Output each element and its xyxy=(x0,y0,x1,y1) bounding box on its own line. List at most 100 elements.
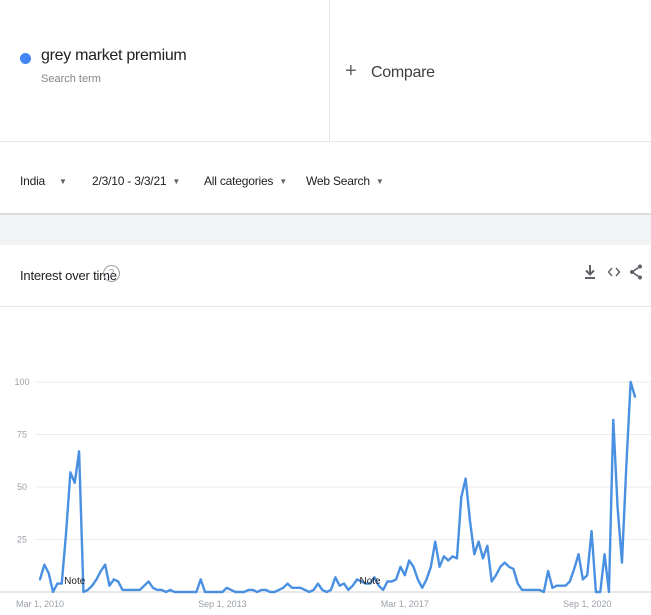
data-point[interactable] xyxy=(308,590,311,593)
data-point[interactable] xyxy=(95,578,98,581)
data-point[interactable] xyxy=(138,588,141,591)
data-point[interactable] xyxy=(47,572,50,575)
data-point[interactable] xyxy=(234,590,237,593)
data-point[interactable] xyxy=(108,584,111,587)
data-point[interactable] xyxy=(568,580,571,583)
data-point[interactable] xyxy=(38,578,41,581)
data-point[interactable] xyxy=(447,559,450,562)
category-dropdown[interactable]: All categories ▼ xyxy=(204,174,287,188)
data-point[interactable] xyxy=(299,586,302,589)
data-point[interactable] xyxy=(399,565,402,568)
data-point[interactable] xyxy=(117,580,120,583)
data-point[interactable] xyxy=(429,565,432,568)
data-point[interactable] xyxy=(390,580,393,583)
data-point[interactable] xyxy=(560,584,563,587)
data-point[interactable] xyxy=(507,565,510,568)
data-point[interactable] xyxy=(529,588,532,591)
data-point[interactable] xyxy=(408,559,411,562)
data-point[interactable] xyxy=(342,582,345,585)
data-point[interactable] xyxy=(486,544,489,547)
data-point[interactable] xyxy=(208,590,211,593)
data-point[interactable] xyxy=(490,580,493,583)
data-point[interactable] xyxy=(551,586,554,589)
embed-icon[interactable] xyxy=(607,264,621,280)
data-point[interactable] xyxy=(477,540,480,543)
data-point[interactable] xyxy=(555,584,558,587)
data-point[interactable] xyxy=(186,590,189,593)
data-point[interactable] xyxy=(334,576,337,579)
data-point[interactable] xyxy=(260,588,263,591)
data-point[interactable] xyxy=(382,588,385,591)
search-term-card[interactable]: grey market premium Search term xyxy=(0,0,330,142)
data-point[interactable] xyxy=(434,540,437,543)
data-point[interactable] xyxy=(269,590,272,593)
data-point[interactable] xyxy=(303,588,306,591)
data-point[interactable] xyxy=(581,578,584,581)
search-term-name[interactable]: grey market premium xyxy=(41,47,187,64)
data-point[interactable] xyxy=(125,588,128,591)
data-point[interactable] xyxy=(547,569,550,572)
data-point[interactable] xyxy=(442,555,445,558)
note-annotation[interactable]: Note xyxy=(360,576,382,587)
data-point[interactable] xyxy=(464,477,467,480)
data-point[interactable] xyxy=(212,590,215,593)
data-point[interactable] xyxy=(586,574,589,577)
date-range-dropdown[interactable]: 2/3/10 - 3/3/21 ▼ xyxy=(92,174,180,188)
data-point[interactable] xyxy=(403,574,406,577)
data-point[interactable] xyxy=(182,590,185,593)
data-point[interactable] xyxy=(229,588,232,591)
data-point[interactable] xyxy=(321,588,324,591)
data-point[interactable] xyxy=(338,584,341,587)
download-icon[interactable] xyxy=(583,264,597,280)
note-annotation[interactable]: Note xyxy=(64,576,86,587)
data-point[interactable] xyxy=(312,588,315,591)
data-point[interactable] xyxy=(60,582,63,585)
data-point[interactable] xyxy=(329,588,332,591)
data-point[interactable] xyxy=(69,471,72,474)
data-point[interactable] xyxy=(316,582,319,585)
data-point[interactable] xyxy=(221,590,224,593)
data-point[interactable] xyxy=(525,588,528,591)
data-point[interactable] xyxy=(177,590,180,593)
data-point[interactable] xyxy=(195,590,198,593)
data-point[interactable] xyxy=(156,588,159,591)
data-point[interactable] xyxy=(51,590,54,593)
data-point[interactable] xyxy=(91,584,94,587)
data-point[interactable] xyxy=(412,565,415,568)
data-point[interactable] xyxy=(77,450,80,453)
data-point[interactable] xyxy=(425,578,428,581)
data-point[interactable] xyxy=(43,563,46,566)
data-point[interactable] xyxy=(238,590,241,593)
data-point[interactable] xyxy=(520,588,523,591)
data-point[interactable] xyxy=(607,590,610,593)
data-point[interactable] xyxy=(395,578,398,581)
data-point[interactable] xyxy=(616,506,619,509)
data-point[interactable] xyxy=(481,557,484,560)
data-point[interactable] xyxy=(277,588,280,591)
data-point[interactable] xyxy=(82,590,85,593)
data-point[interactable] xyxy=(512,567,515,570)
data-point[interactable] xyxy=(594,590,597,593)
data-point[interactable] xyxy=(590,530,593,533)
data-point[interactable] xyxy=(355,578,358,581)
data-point[interactable] xyxy=(451,555,454,558)
data-point[interactable] xyxy=(243,590,246,593)
data-point[interactable] xyxy=(325,590,328,593)
data-point[interactable] xyxy=(169,588,172,591)
data-point[interactable] xyxy=(564,584,567,587)
data-point[interactable] xyxy=(351,584,354,587)
compare-button[interactable]: + Compare xyxy=(331,0,651,142)
data-point[interactable] xyxy=(460,496,463,499)
data-point[interactable] xyxy=(503,561,506,564)
data-point[interactable] xyxy=(612,418,615,421)
data-point[interactable] xyxy=(468,519,471,522)
data-point[interactable] xyxy=(282,586,285,589)
data-point[interactable] xyxy=(620,561,623,564)
data-point[interactable] xyxy=(147,580,150,583)
data-point[interactable] xyxy=(86,588,89,591)
data-point[interactable] xyxy=(143,584,146,587)
data-point[interactable] xyxy=(438,565,441,568)
data-point[interactable] xyxy=(538,588,541,591)
data-point[interactable] xyxy=(199,578,202,581)
share-icon[interactable] xyxy=(629,264,643,280)
